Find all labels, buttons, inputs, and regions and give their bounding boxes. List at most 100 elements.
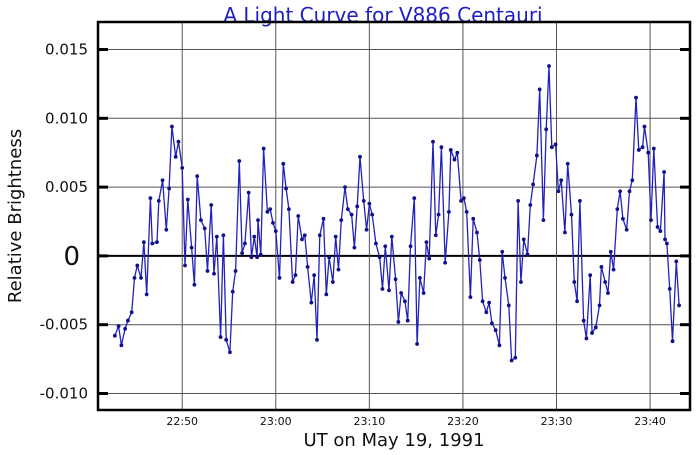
data-point: [640, 145, 645, 150]
data-point: [531, 182, 536, 187]
data-point: [597, 303, 602, 308]
data-point: [559, 178, 564, 183]
data-point: [249, 255, 254, 260]
x-tick-label: 23:00: [260, 415, 292, 428]
data-point: [255, 255, 259, 260]
data-point: [333, 234, 338, 239]
data-point: [549, 145, 554, 150]
data-point: [547, 64, 551, 68]
data-point: [490, 321, 494, 326]
data-point: [224, 337, 229, 342]
data-point: [387, 288, 391, 293]
data-point: [649, 218, 653, 223]
data-point: [296, 214, 301, 218]
y-tick-label: -0.010: [40, 384, 88, 402]
data-point: [662, 170, 667, 174]
data-point: [603, 280, 608, 284]
data-point: [412, 196, 417, 201]
data-point: [599, 265, 604, 269]
data-point: [525, 252, 530, 257]
data-point: [135, 263, 140, 268]
data-point: [240, 251, 245, 256]
data-point: [421, 291, 426, 295]
data-point: [443, 260, 448, 265]
data-point: [665, 241, 669, 246]
data-point: [281, 161, 286, 166]
data-point: [237, 159, 242, 163]
data-point: [367, 201, 372, 206]
data-point: [399, 291, 404, 295]
data-point: [170, 124, 174, 129]
data-point: [484, 310, 489, 315]
data-point: [230, 289, 235, 294]
data-point: [651, 146, 656, 151]
data-point: [352, 245, 357, 250]
data-point: [630, 178, 635, 183]
data-point: [370, 212, 375, 217]
data-point: [581, 318, 586, 323]
x-axis-label: UT on May 19, 1991: [303, 430, 484, 451]
data-point: [290, 280, 295, 284]
data-point: [256, 218, 260, 223]
data-point: [160, 178, 165, 183]
data-point: [642, 124, 647, 129]
data-point: [112, 333, 117, 338]
series-line: [114, 65, 680, 362]
y-axis-label: Relative Brightness: [5, 129, 26, 303]
x-tick-label: 22:50: [166, 415, 198, 428]
data-point: [167, 186, 172, 191]
data-point: [577, 198, 582, 203]
x-tick-label: 23:20: [447, 415, 479, 428]
data-point: [315, 337, 319, 342]
data-point: [212, 271, 216, 276]
data-point: [132, 276, 137, 280]
data-point: [355, 204, 360, 209]
data-point: [129, 310, 134, 315]
data-point: [261, 146, 266, 151]
data-point: [268, 207, 273, 212]
data-point: [228, 350, 232, 355]
data-point: [144, 292, 149, 297]
data-point: [173, 154, 178, 159]
data-point: [246, 190, 251, 195]
data-point: [636, 148, 641, 152]
data-point: [139, 276, 143, 280]
x-tick-label: 23:10: [354, 415, 386, 428]
data-point: [621, 216, 625, 221]
data-point: [403, 299, 407, 304]
data-point: [336, 267, 341, 272]
data-point: [534, 153, 539, 158]
data-point: [189, 245, 194, 250]
data-point: [584, 336, 589, 341]
data-point: [431, 139, 435, 144]
x-tick-label: 23:40: [634, 415, 666, 428]
data-point: [305, 265, 310, 269]
data-point: [185, 197, 190, 202]
data-point: [606, 291, 610, 295]
y-tick-label: -0.005: [40, 316, 88, 334]
data-point: [317, 233, 322, 238]
data-point: [271, 220, 275, 225]
data-point: [590, 331, 594, 335]
data-point: [383, 244, 388, 249]
data-point: [286, 207, 291, 212]
data-point: [156, 198, 161, 203]
data-point: [415, 342, 419, 346]
data-point: [309, 300, 314, 305]
data-point: [513, 355, 518, 360]
data-point: [358, 154, 362, 159]
data-point: [588, 273, 593, 278]
data-point: [273, 229, 278, 234]
data-point: [252, 234, 257, 239]
data-point: [634, 95, 638, 100]
data-point: [528, 203, 533, 207]
data-point: [349, 212, 354, 217]
data-point: [608, 249, 613, 254]
data-point: [459, 198, 463, 203]
data-point: [116, 324, 121, 328]
data-point: [477, 258, 482, 262]
y-tick-label: 0.015: [45, 41, 88, 59]
data-point: [468, 295, 473, 300]
data-point: [327, 255, 332, 260]
